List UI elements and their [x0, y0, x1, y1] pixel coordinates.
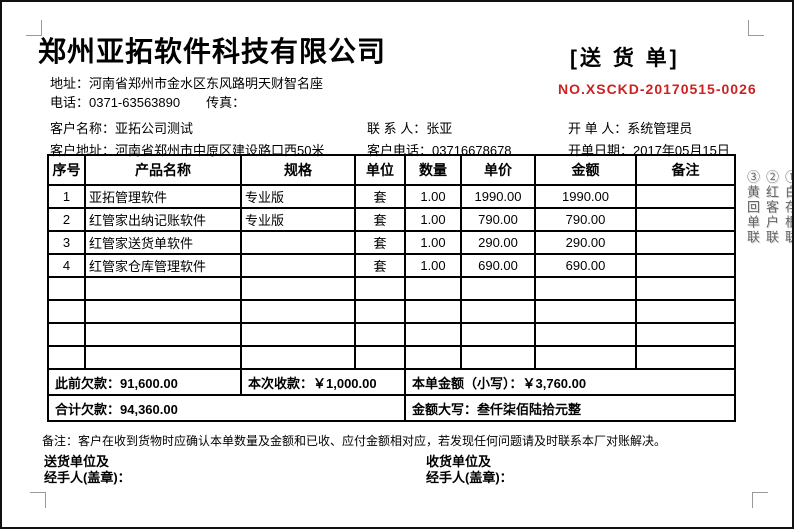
copy-label-customer: ②红客户联: [764, 170, 779, 245]
margin-corner-bottom-right-icon: [752, 492, 768, 508]
cell-unit: 套: [354, 184, 406, 209]
cell-spec: [240, 230, 356, 255]
cell-unit: 套: [354, 207, 406, 232]
remark-note: 备注：客户在收到货物时应确认本单数量及金额和已收、应付金额相对应，若发现任何问题…: [42, 434, 667, 448]
current-payment: 本次收款：￥1,000.00: [240, 368, 406, 396]
cell-product: 红管家仓库管理软件: [84, 253, 242, 278]
cell-amount: 790.00: [534, 207, 637, 232]
document-number: NO.XSCKD-20170515-0026: [558, 81, 757, 97]
order-clerk: 开 单 人：系统管理员: [568, 121, 693, 136]
margin-corner-top-left-icon: [26, 20, 42, 36]
table-row-empty: [47, 299, 736, 324]
table-row: 3 红管家送货单软件 套 1.00 290.00 290.00: [47, 230, 736, 255]
previous-debt: 此前欠款：91,600.00: [47, 368, 242, 396]
cell-amount: 690.00: [534, 253, 637, 278]
cell-price: 290.00: [460, 230, 536, 255]
totals-row-1: 此前欠款：91,600.00 本次收款：￥1,000.00 本单金额（小写）：￥…: [47, 368, 736, 396]
table-row: 1 亚拓管理软件 专业版 套 1.00 1990.00 1990.00: [47, 184, 736, 209]
cell-product: 红管家送货单软件: [84, 230, 242, 255]
total-debt: 合计欠款：94,360.00: [47, 394, 406, 422]
document-title: [送 货 单]: [570, 47, 680, 70]
totals-row-2: 合计欠款：94,360.00 金额大写：叁仟柒佰陆拾元整: [47, 394, 736, 422]
order-amount-numeric: 本单金额（小写）：￥3,760.00: [404, 368, 736, 396]
cell-amount: 290.00: [534, 230, 637, 255]
col-header-amount: 金额: [534, 154, 637, 186]
table-row: 2 红管家出纳记账软件 专业版 套 1.00 790.00 790.00: [47, 207, 736, 232]
table-row-empty: [47, 345, 736, 370]
cell-price: 1990.00: [460, 184, 536, 209]
items-table: 序号 产品名称 规格 单位 数量 单价 金额 备注 1 亚拓管理软件 专业版 套…: [47, 154, 736, 422]
copy-strip: ①白存根联 ②红客户联 ③黄回单联: [743, 170, 794, 426]
cell-unit: 套: [354, 253, 406, 278]
company-address: 地址：河南省郑州市金水区东风路明天财智名座: [50, 76, 324, 91]
cell-qty: 1.00: [404, 184, 462, 209]
cell-remark: [635, 207, 736, 232]
table-header-row: 序号 产品名称 规格 单位 数量 单价 金额 备注: [47, 154, 736, 186]
amount-in-words: 金额大写：叁仟柒佰陆拾元整: [404, 394, 736, 422]
cell-remark: [635, 184, 736, 209]
copy-label-stub: ①白存根联: [783, 170, 794, 245]
company-name: 郑州亚拓软件科技有限公司: [38, 36, 387, 67]
cell-product: 亚拓管理软件: [84, 184, 242, 209]
col-header-remark: 备注: [635, 154, 736, 186]
cell-seq: 1: [47, 184, 86, 209]
col-header-qty: 数量: [404, 154, 462, 186]
cell-product: 红管家出纳记账软件: [84, 207, 242, 232]
receiver-signoff: 收货单位及 经手人(盖章)：: [426, 454, 513, 486]
col-header-product: 产品名称: [84, 154, 242, 186]
col-header-seq: 序号: [47, 154, 86, 186]
sender-signoff-line1: 送货单位及: [44, 454, 110, 469]
cell-price: 690.00: [460, 253, 536, 278]
table-row: 4 红管家仓库管理软件 套 1.00 690.00 690.00: [47, 253, 736, 278]
cell-unit: 套: [354, 230, 406, 255]
receiver-signoff-line2: 经手人(盖章)：: [426, 470, 513, 485]
cell-spec: [240, 253, 356, 278]
margin-corner-bottom-left-icon: [30, 492, 46, 508]
col-header-price: 单价: [460, 154, 536, 186]
col-header-spec: 规格: [240, 154, 356, 186]
col-header-unit: 单位: [354, 154, 406, 186]
cell-qty: 1.00: [404, 253, 462, 278]
cell-qty: 1.00: [404, 230, 462, 255]
copy-label-receipt: ③黄回单联: [745, 170, 760, 245]
cell-spec: 专业版: [240, 184, 356, 209]
cell-qty: 1.00: [404, 207, 462, 232]
table-row-empty: [47, 276, 736, 301]
table-row-empty: [47, 322, 736, 347]
margin-corner-top-right-icon: [748, 20, 764, 36]
receiver-signoff-line1: 收货单位及: [426, 454, 492, 469]
contact-person: 联 系 人：张亚: [367, 121, 453, 136]
sender-signoff-line2: 经手人(盖章)：: [44, 470, 131, 485]
cell-amount: 1990.00: [534, 184, 637, 209]
cell-price: 790.00: [460, 207, 536, 232]
customer-name: 客户名称：亚拓公司测试: [50, 121, 194, 136]
cell-spec: 专业版: [240, 207, 356, 232]
cell-remark: [635, 230, 736, 255]
cell-seq: 2: [47, 207, 86, 232]
cell-seq: 4: [47, 253, 86, 278]
company-phone-fax: 电话：0371-63563890 传真：: [50, 95, 246, 110]
sender-signoff: 送货单位及 经手人(盖章)：: [44, 454, 131, 486]
cell-remark: [635, 253, 736, 278]
cell-seq: 3: [47, 230, 86, 255]
